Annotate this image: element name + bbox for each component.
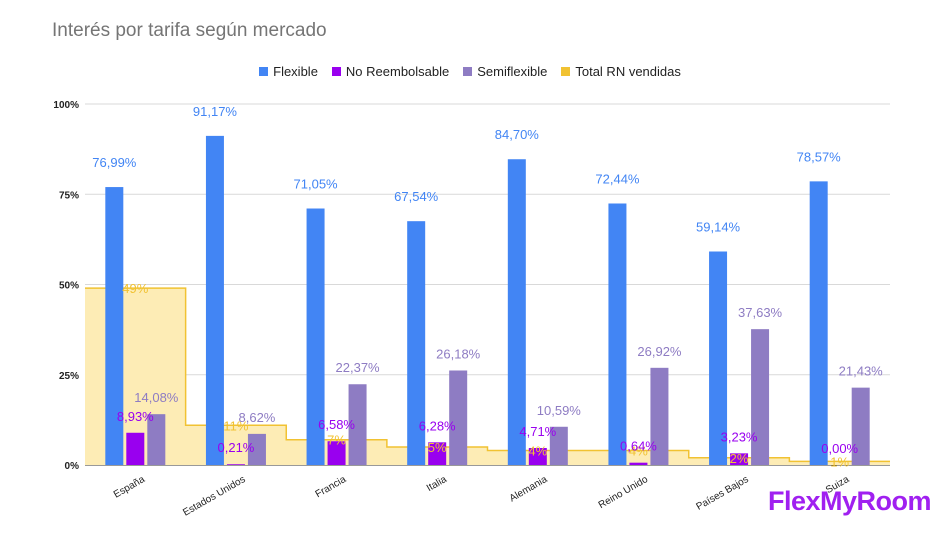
legend-label-no-reembolsable: No Reembolsable — [345, 64, 450, 79]
data-label-total-rn: 7% — [327, 433, 346, 448]
bar-no-reembolsable — [327, 441, 346, 465]
data-label-flexible: 67,54% — [394, 189, 439, 204]
legend-label-flexible: Flexible — [273, 64, 318, 79]
data-label-no-reembolsable: 0,64% — [620, 439, 657, 454]
bar-flexible — [205, 135, 224, 466]
y-tick-label: 25% — [59, 371, 79, 382]
bar-semiflexible — [650, 367, 669, 465]
data-label-semiflexible: 26,92% — [637, 344, 682, 359]
data-label-total-rn: 49% — [122, 281, 148, 296]
data-label-no-reembolsable: 3,23% — [721, 429, 758, 444]
data-label-total-rn: 4% — [528, 444, 547, 459]
bar-no-reembolsable — [730, 453, 749, 465]
data-label-no-reembolsable: 8,93% — [117, 409, 154, 424]
y-tick-label: 0% — [65, 461, 80, 472]
bar-semiflexible — [147, 414, 166, 465]
data-label-total-rn: 11% — [223, 418, 248, 433]
data-label-total-rn: 5% — [428, 440, 447, 455]
bar-no-reembolsable — [428, 442, 447, 465]
bar-flexible — [507, 159, 526, 465]
legend-label-semiflexible: Semiflexible — [477, 64, 548, 79]
data-label-semiflexible: 14,08% — [134, 390, 179, 405]
y-tick-label: 50% — [59, 281, 79, 292]
y-tick-label: 100% — [53, 100, 79, 111]
data-label-semiflexible: 37,63% — [738, 305, 783, 320]
brand-logo: FlexMyRoom — [768, 486, 932, 516]
bar-semiflexible — [851, 387, 870, 465]
legend-item-semiflexible: Semiflexible — [463, 64, 547, 79]
data-label-flexible: 78,57% — [797, 149, 842, 164]
data-label-no-reembolsable: 0,21% — [218, 440, 255, 455]
x-tick-label: Países Bajos — [695, 474, 751, 513]
data-label-total-rn: 1% — [830, 454, 849, 469]
x-tick-label: Alemania — [508, 474, 550, 505]
data-label-total-rn: 2% — [730, 451, 749, 466]
data-label-semiflexible: 10,59% — [537, 403, 582, 418]
data-label-semiflexible: 26,18% — [436, 346, 481, 361]
x-tick-label: Estados Unidos — [181, 474, 247, 519]
legend-label-total-rn: Total RN vendidas — [575, 64, 681, 79]
x-tick-label: España — [112, 474, 147, 501]
bar-flexible — [608, 203, 627, 466]
legend-swatch-no-reembolsable — [331, 67, 341, 76]
data-label-flexible: 59,14% — [696, 220, 741, 235]
data-label-no-reembolsable: 0,00% — [821, 441, 858, 456]
bar-no-reembolsable — [629, 462, 648, 465]
legend: Flexible No Reembolsable Semiflexible To… — [0, 64, 940, 79]
legend-item-total-rn: Total RN vendidas — [561, 64, 681, 79]
bar-flexible — [709, 251, 728, 465]
bar-no-reembolsable — [226, 464, 245, 465]
legend-item-flexible: Flexible — [259, 64, 318, 79]
data-label-semiflexible: 8,62% — [239, 410, 276, 425]
x-tick-label: Reino Unido — [597, 474, 651, 511]
bar-semiflexible — [348, 384, 367, 465]
bar-flexible — [407, 221, 426, 465]
bar-semiflexible — [751, 329, 770, 465]
data-label-no-reembolsable: 6,58% — [318, 417, 355, 432]
data-label-semiflexible: 21,43% — [839, 364, 884, 379]
bar-semiflexible — [449, 370, 468, 465]
bar-no-reembolsable — [126, 432, 145, 465]
x-tick-label: Italia — [425, 474, 449, 494]
data-label-flexible: 91,17% — [193, 104, 238, 119]
data-label-total-rn: 4% — [629, 444, 648, 459]
data-label-flexible: 76,99% — [92, 155, 137, 170]
data-label-no-reembolsable: 6,28% — [419, 418, 456, 433]
chart-title: Interés por tarifa según mercado — [52, 20, 327, 41]
bar-no-reembolsable — [528, 447, 547, 465]
area-total-rn-fill — [85, 288, 890, 465]
data-label-flexible: 84,70% — [495, 127, 540, 142]
legend-swatch-semiflexible — [463, 67, 473, 76]
legend-swatch-total-rn — [561, 67, 571, 76]
data-label-flexible: 72,44% — [595, 171, 640, 186]
legend-swatch-flexible — [259, 67, 269, 76]
bar-flexible — [105, 187, 124, 465]
data-label-flexible: 71,05% — [294, 177, 339, 192]
bar-semiflexible — [247, 433, 266, 465]
legend-item-no-reembolsable: No Reembolsable — [331, 64, 450, 79]
y-tick-label: 75% — [59, 190, 79, 201]
bar-flexible — [306, 208, 325, 465]
bar-semiflexible — [549, 426, 568, 465]
bar-flexible — [809, 181, 828, 465]
data-label-no-reembolsable: 4,71% — [519, 424, 556, 439]
data-label-semiflexible: 22,37% — [336, 360, 381, 375]
x-tick-label: Francia — [314, 474, 349, 500]
